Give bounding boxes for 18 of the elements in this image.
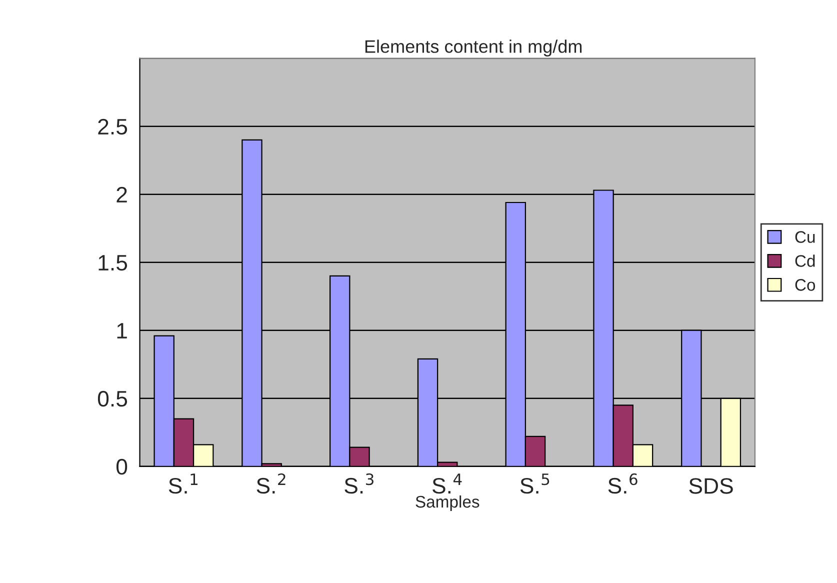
x-tick-label: S.$^{4}$	[432, 474, 462, 494]
x-tick-label: S.$^{3}$	[344, 473, 374, 494]
y-tick-label: 2.5	[98, 118, 128, 135]
y-tick-label: 0	[116, 458, 128, 475]
x-tick-label: S.$^{6}$	[608, 473, 638, 494]
chart-title: Elements content in mg/dm	[365, 40, 582, 56]
x-tick-label: S.$^{2}$	[256, 473, 286, 494]
legend-label: Co	[795, 279, 816, 291]
legend-label: Cd	[795, 254, 815, 267]
y-tick-label: 1.5	[98, 255, 128, 271]
x-tick-label: SDS	[689, 478, 733, 494]
x-axis-title: Samples	[416, 495, 480, 511]
y-tick-label: 2	[116, 186, 127, 202]
legend-label: Cu	[795, 231, 815, 243]
x-tick-label: S.$^{1}$	[168, 474, 198, 494]
y-tick-label: 1	[117, 323, 127, 338]
x-tick-label: S.$^{5}$	[520, 474, 550, 494]
y-tick-label: 0.5	[98, 390, 128, 407]
